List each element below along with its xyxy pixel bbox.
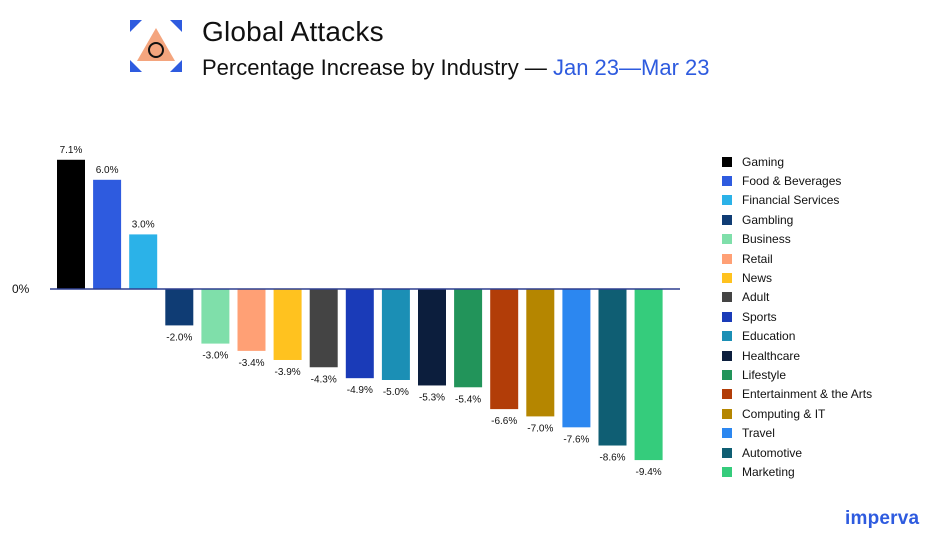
bar-label-8: -4.3% (311, 374, 337, 385)
bar-13 (490, 289, 519, 410)
bar-2 (93, 179, 122, 289)
bar-label-10: -5.0% (383, 387, 409, 398)
bar-label-1: 7.1% (60, 145, 83, 156)
legend-swatch (722, 350, 732, 361)
bar-17 (634, 289, 663, 461)
legend-swatch (722, 214, 732, 225)
legend-label: Gaming (742, 154, 785, 169)
legend-swatch (722, 292, 732, 303)
legend-label: Automotive (742, 445, 803, 460)
legend-label: Food & Beverages (742, 174, 842, 189)
legend-item: Sports (722, 307, 872, 326)
chart-header: Global Attacks Percentage Increase by In… (128, 14, 828, 84)
legend-item: Food & Beverages (722, 171, 872, 190)
legend-swatch (722, 195, 732, 206)
bar-16 (598, 289, 627, 446)
legend-swatch (722, 311, 732, 322)
bar-9 (345, 289, 374, 379)
legend-label: Business (742, 232, 791, 247)
legend-item: Education (722, 327, 872, 346)
bar-8 (309, 289, 338, 368)
legend-swatch (722, 331, 732, 342)
bar-label-7: -3.9% (275, 367, 301, 378)
bar-label-3: 3.0% (132, 219, 155, 230)
legend-label: Marketing (742, 464, 795, 479)
subtitle-date-range: Jan 23—Mar 23 (552, 55, 710, 80)
zero-axis-label: 0% (12, 282, 30, 296)
bar-15 (562, 289, 591, 428)
bar-label-9: -4.9% (347, 385, 373, 396)
bar-label-12: -5.4% (455, 394, 481, 405)
legend-label: Gambling (742, 212, 794, 227)
legend-label: Sports (742, 309, 777, 324)
legend-swatch (722, 156, 732, 167)
legend-label: News (742, 271, 773, 286)
legend-label: Retail (742, 251, 773, 266)
legend-label: Adult (742, 290, 770, 305)
bar-label-16: -8.6% (599, 453, 625, 464)
bar-10 (381, 289, 410, 380)
legend-item: Financial Services (722, 191, 872, 210)
legend-swatch (722, 389, 732, 400)
legend-swatch (722, 447, 732, 458)
legend-label: Travel (742, 426, 775, 441)
chart-title: Global Attacks (202, 16, 384, 47)
bar-1 (57, 159, 85, 289)
bar-11 (418, 289, 446, 386)
legend-swatch (722, 466, 732, 477)
bar-4 (165, 289, 194, 326)
bar-7 (273, 289, 302, 360)
bar-label-4: -2.0% (166, 332, 192, 343)
legend-swatch (722, 369, 732, 380)
legend-item: News (722, 268, 872, 287)
legend-item: Healthcare (722, 346, 872, 365)
legend-item: Entertainment & the Arts (722, 385, 872, 404)
bar-chart: 7.1% 6.0% 3.0% -2.0% -3.0% -3.4% -3.9% -4.3% -4.… (12, 145, 680, 478)
legend-item: Lifestyle (722, 365, 872, 384)
imperva-logo: imperva (845, 508, 920, 529)
subtitle-text: Percentage Increase by Industry — (202, 55, 553, 80)
bar-label-17: -9.4% (636, 467, 662, 478)
bar-label-11: -5.3% (419, 392, 445, 403)
legend-swatch (722, 408, 732, 419)
legend-item: Marketing (722, 462, 872, 481)
legend-item: Adult (722, 288, 872, 307)
legend-label: Computing & IT (742, 406, 826, 421)
legend-item: Business (722, 230, 872, 249)
legend-item: Automotive (722, 443, 872, 462)
legend-label: Education (742, 329, 796, 344)
chart-legend: Gaming Food & Beverages Financial Services… (722, 152, 872, 482)
bar-label-13: -6.6% (491, 416, 517, 427)
legend-label: Lifestyle (742, 367, 787, 382)
legend-swatch (722, 176, 732, 187)
legend-swatch (722, 253, 732, 264)
legend-item: Gambling (722, 210, 872, 229)
bar-label-14: -7.0% (527, 423, 553, 434)
legend-swatch (722, 428, 732, 439)
bar-3 (129, 234, 158, 289)
bar-6 (237, 289, 266, 351)
legend-item: Gaming (722, 152, 872, 171)
legend-item: Retail (722, 249, 872, 268)
legend-item: Travel (722, 423, 872, 442)
legend-item: Computing & IT (722, 404, 872, 423)
legend-swatch (722, 273, 732, 284)
bar-label-2: 6.0% (96, 165, 119, 176)
bar-label-5: -3.0% (202, 351, 228, 362)
legend-label: Entertainment & the Arts (742, 387, 873, 402)
bar-5 (201, 289, 230, 344)
bar-label-6: -3.4% (238, 358, 264, 369)
legend-swatch (722, 234, 732, 245)
bar-14 (526, 289, 555, 417)
legend-label: Healthcare (742, 348, 801, 363)
bar-label-15: -7.6% (563, 434, 589, 445)
legend-label: Financial Services (742, 193, 840, 208)
triangle-circle-icon (130, 20, 182, 72)
chart-subtitle: Percentage Increase by Industry — Jan 23… (202, 55, 710, 81)
bar-12 (454, 289, 483, 388)
